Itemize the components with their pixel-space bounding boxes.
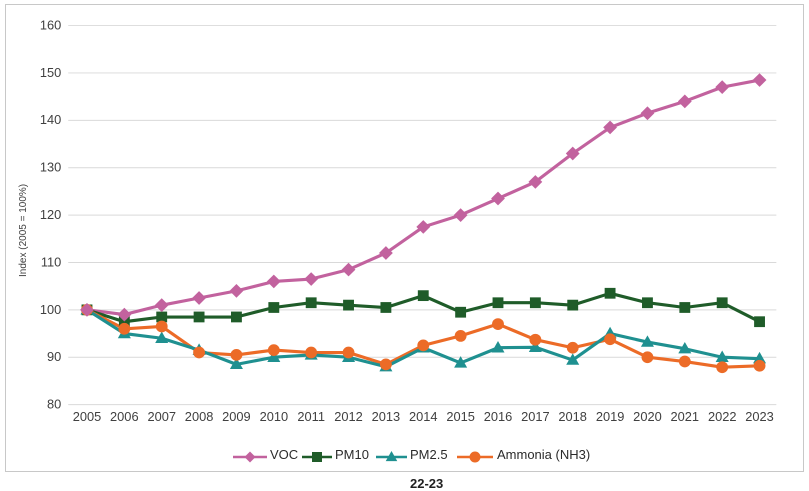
svg-text:2015: 2015: [446, 409, 475, 424]
svg-text:2009: 2009: [222, 409, 251, 424]
svg-text:2020: 2020: [633, 409, 662, 424]
svg-text:2022: 2022: [708, 409, 737, 424]
svg-text:2013: 2013: [372, 409, 401, 424]
svg-text:140: 140: [40, 112, 61, 127]
svg-text:90: 90: [47, 349, 61, 364]
svg-text:160: 160: [40, 18, 61, 33]
svg-text:2005: 2005: [73, 409, 102, 424]
svg-text:2014: 2014: [409, 409, 438, 424]
svg-text:100: 100: [40, 302, 61, 317]
svg-text:110: 110: [41, 254, 61, 269]
svg-text:2011: 2011: [297, 409, 325, 424]
svg-text:2006: 2006: [110, 409, 139, 424]
svg-text:2007: 2007: [147, 409, 176, 424]
svg-text:2016: 2016: [484, 409, 513, 424]
svg-text:2017: 2017: [521, 409, 550, 424]
svg-text:2018: 2018: [558, 409, 587, 424]
svg-text:80: 80: [47, 397, 61, 412]
svg-text:2023: 2023: [745, 409, 774, 424]
svg-text:2021: 2021: [671, 409, 700, 424]
svg-text:2010: 2010: [260, 409, 289, 424]
svg-text:150: 150: [40, 65, 61, 80]
svg-text:2012: 2012: [334, 409, 363, 424]
svg-text:120: 120: [40, 207, 61, 222]
svg-text:2008: 2008: [185, 409, 214, 424]
svg-text:130: 130: [40, 160, 61, 175]
svg-text:2019: 2019: [596, 409, 625, 424]
